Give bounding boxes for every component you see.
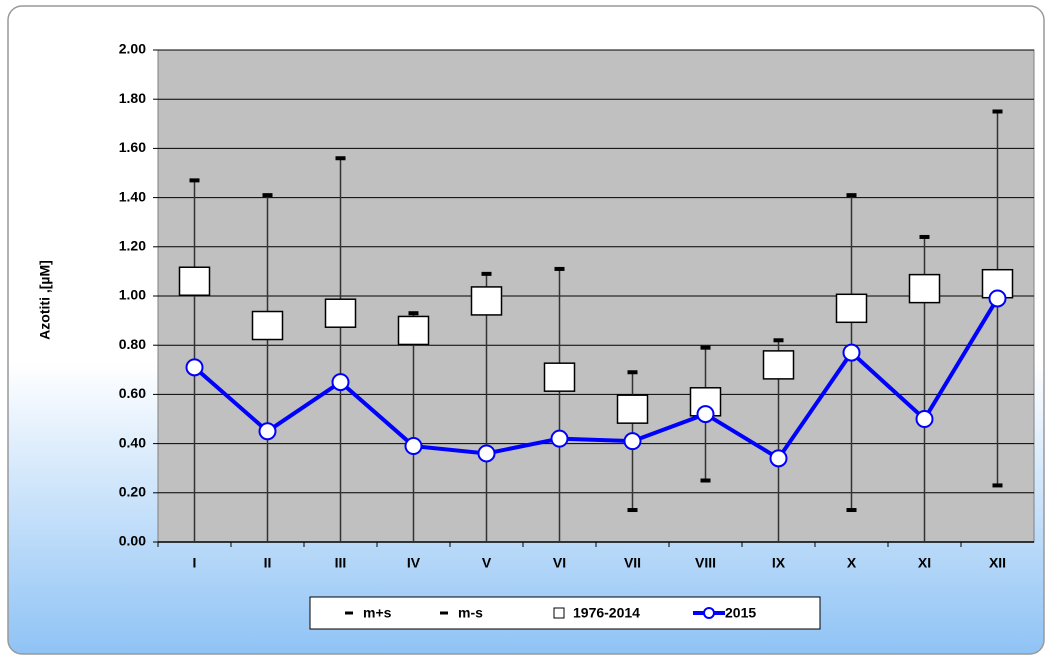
point	[185, 358, 204, 377]
x-tick-label: VII	[624, 555, 641, 571]
legend-swatch	[440, 611, 448, 615]
cap	[846, 508, 857, 513]
point	[404, 437, 423, 456]
y-tick-label: 0.80	[119, 336, 146, 352]
point	[769, 449, 788, 468]
y-tick-label: 1.80	[119, 90, 146, 106]
point	[258, 422, 277, 441]
point	[331, 373, 350, 392]
point	[988, 289, 1007, 308]
x-tick-label: X	[847, 555, 857, 571]
x-tick-label: XI	[918, 555, 931, 571]
cap	[408, 311, 419, 316]
mean-marker	[251, 310, 284, 341]
cap	[700, 478, 711, 483]
mean-marker	[908, 273, 941, 304]
y-tick-label: 1.00	[119, 287, 146, 303]
cap	[554, 266, 565, 271]
mean-marker	[324, 298, 357, 328]
legend-swatch	[553, 607, 565, 619]
series-line	[193, 297, 1000, 462]
cap	[481, 271, 492, 276]
cap	[335, 156, 346, 161]
mean-marker	[762, 350, 795, 380]
x-tick-label: V	[482, 555, 492, 571]
legend-label: 2015	[725, 605, 756, 621]
cap	[189, 178, 200, 183]
x-tick-label: XII	[989, 555, 1006, 571]
point	[915, 410, 934, 428]
cap	[627, 370, 638, 375]
legend-swatch	[345, 611, 353, 615]
point	[550, 429, 569, 448]
point	[696, 405, 715, 424]
x-tick-label: III	[335, 555, 347, 571]
y-axis-label: Azotiti ,[µM]	[37, 260, 53, 340]
y-tick-label: 0.20	[119, 484, 146, 500]
legend-box	[309, 596, 821, 630]
y-tick-label: 1.40	[119, 188, 146, 204]
legend-label: m+s	[363, 605, 392, 621]
point	[842, 343, 861, 362]
x-tick-label: IV	[407, 555, 421, 571]
y-tick-label: 1.20	[119, 238, 146, 254]
legend-label: 1976-2014	[573, 605, 640, 621]
x-tick-label: VIII	[695, 555, 716, 571]
y-tick-label: 0.60	[119, 385, 146, 401]
cap	[846, 193, 857, 198]
point	[623, 432, 642, 451]
x-tick-label: II	[264, 555, 272, 571]
cap	[992, 109, 1003, 114]
cap	[700, 345, 711, 350]
cap	[627, 508, 638, 513]
y-tick-label: 0.00	[119, 533, 146, 549]
mean-marker	[397, 315, 430, 346]
y-tick-label: 0.40	[119, 434, 146, 450]
mean-marker	[835, 293, 868, 324]
mean-marker	[178, 266, 211, 296]
y-tick-label: 2.00	[119, 41, 146, 57]
legend-swatch	[703, 607, 715, 619]
cap	[992, 483, 1003, 488]
cap	[919, 234, 930, 239]
cap	[773, 338, 784, 343]
mean-marker	[470, 286, 503, 316]
mean-marker	[543, 362, 576, 392]
x-tick-label: I	[193, 555, 197, 571]
x-tick-label: IX	[772, 555, 786, 571]
x-tick-label: VI	[553, 555, 566, 571]
y-tick-label: 1.60	[119, 139, 146, 155]
legend-label: m-s	[458, 605, 483, 621]
cap	[262, 193, 273, 198]
point	[477, 444, 496, 463]
mean-marker	[616, 394, 649, 424]
